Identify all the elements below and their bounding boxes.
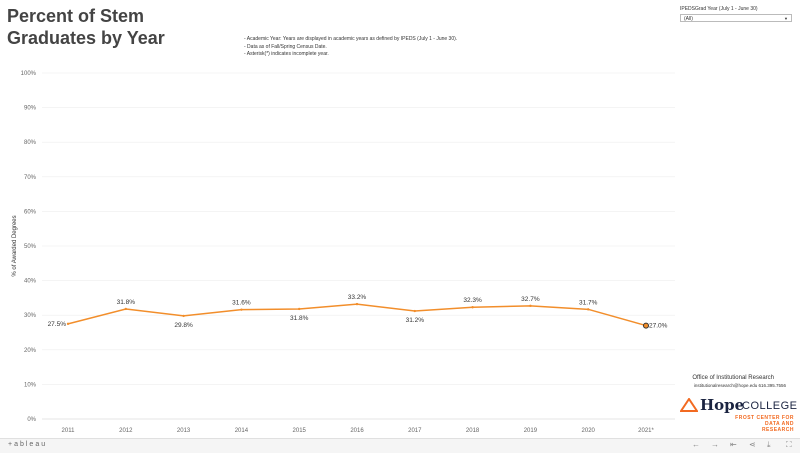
data-point	[413, 309, 416, 313]
y-tick-label: 60%	[24, 209, 37, 215]
logo-hope: Hope	[700, 396, 745, 414]
note: - Data as of Fall/Spring Census Date.	[244, 43, 327, 50]
data-label: 31.7%	[579, 299, 598, 306]
data-point	[66, 322, 70, 326]
y-tick-label: 0%	[27, 417, 36, 423]
frost-line: FROST CENTER FOR	[735, 415, 794, 421]
page-title: Percent of Stem Graduates by Year	[7, 6, 165, 48]
fullscreen-icon[interactable]: ⛶	[786, 440, 792, 449]
filter-label: IPEDSGrad Year (July 1 - June 30)	[680, 6, 758, 12]
undo-icon[interactable]: ←	[692, 440, 700, 449]
data-point	[471, 306, 474, 309]
download-icon[interactable]: ⤓	[767, 440, 771, 449]
line-chart: 0% 10% 20% 30% 40% 50% 60% 70% 80% 90% 100% % of Aw…	[12, 71, 675, 434]
office-name: Office of Institutional Research	[692, 375, 774, 381]
filter-value: (All)	[684, 16, 693, 22]
x-tick-label: 2012	[119, 428, 133, 434]
chevron-down-icon: ▼	[784, 16, 788, 21]
x-tick-label: 2019	[524, 428, 538, 434]
y-tick-label: 40%	[24, 279, 37, 285]
data-point	[124, 307, 128, 311]
data-label: 31.8%	[290, 315, 309, 322]
x-tick-label: 2015	[293, 428, 307, 434]
contact-info: institutionalresearch@hope.edu 616.395.7…	[693, 383, 786, 388]
frost-center: FROST CENTER FOR DATA AND RESEARCH	[732, 415, 794, 433]
redo-icon[interactable]: →	[711, 440, 719, 449]
data-point	[240, 308, 243, 311]
revert-icon[interactable]: ⇤	[730, 440, 737, 449]
data-point	[587, 308, 590, 311]
data-point	[643, 322, 649, 329]
data-label: 32.3%	[463, 297, 482, 304]
x-tick-label: 2013	[177, 428, 191, 434]
y-tick-label: 10%	[24, 382, 37, 388]
y-tick-label: 50%	[24, 244, 37, 250]
notes: - Academic Year: Years are displayed in …	[244, 36, 457, 59]
y-axis-title: % of Awarded Degrees	[12, 215, 18, 276]
data-label: 29.8%	[174, 322, 193, 329]
note: - Asterisk(*) indicates incomplete year.	[244, 51, 329, 57]
data-label: 27.0%	[649, 323, 668, 330]
data-point	[355, 302, 359, 306]
y-tick-label: 20%	[24, 348, 37, 354]
data-label: 31.2%	[406, 317, 425, 324]
y-tick-label: 70%	[24, 175, 37, 181]
y-tick-label: 30%	[24, 313, 37, 319]
x-tick-label: 2017	[408, 428, 422, 434]
x-tick-label: 2018	[466, 428, 480, 434]
data-label: 32.7%	[521, 296, 540, 303]
x-tick-label: 2020	[582, 428, 596, 434]
series-line	[67, 303, 647, 327]
data-point	[529, 304, 532, 308]
data-label: 31.6%	[232, 300, 251, 307]
note: - Academic Year: Years are displayed in …	[244, 36, 458, 42]
anchor-logo-icon	[680, 398, 698, 412]
x-tick-label: 2014	[235, 428, 249, 434]
data-point	[298, 307, 301, 311]
frost-line: DATA AND RESEARCH	[761, 421, 794, 433]
data-label: 31.8%	[117, 299, 136, 306]
year-filter-select[interactable]: (All) ▼	[680, 14, 792, 22]
x-tick-label: 2011	[62, 428, 76, 434]
y-tick-label: 80%	[24, 140, 37, 146]
footer-toolbar: +ableau ← → ⇤ ⋖ ⤓ ⛶	[0, 438, 800, 453]
y-tick-label: 100%	[21, 71, 37, 77]
tableau-logo[interactable]: +ableau	[8, 441, 48, 448]
y-tick-label: 90%	[24, 106, 37, 112]
data-label: 27.5%	[48, 321, 67, 328]
x-tick-label: 2021*	[638, 428, 654, 434]
data-label: 33.2%	[348, 294, 367, 301]
logo-college: COLLEGE	[742, 400, 798, 412]
x-tick-label: 2016	[350, 428, 364, 434]
share-icon[interactable]: ⋖	[749, 440, 756, 449]
data-point	[182, 314, 185, 318]
